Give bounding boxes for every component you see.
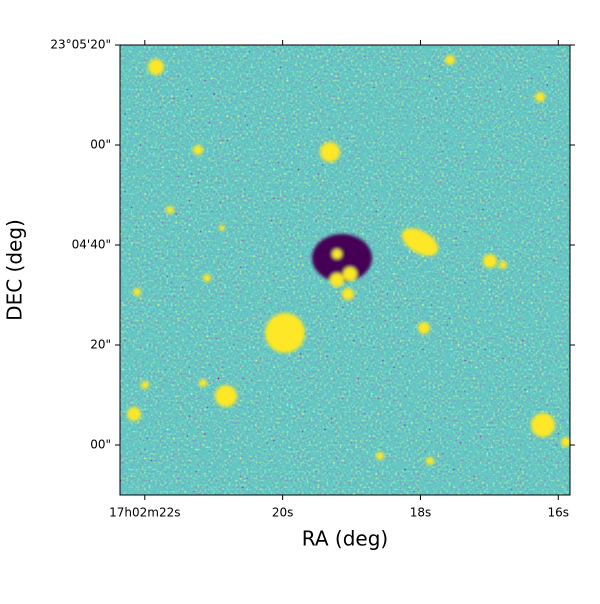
image [120, 45, 570, 495]
y-tick-label: 00" [90, 138, 111, 152]
x-tick-label: 20s [272, 506, 294, 520]
x-tick-label: 16s [548, 506, 570, 520]
sources [127, 55, 570, 465]
y-tick-label: 04'40" [72, 238, 111, 252]
x-tick-label: 17h02m22s [109, 506, 180, 520]
x-tick-label: 18s [410, 506, 432, 520]
plot-frame [119, 44, 571, 496]
x-axis-label: RA (deg) [302, 527, 388, 551]
y-tick-label: 23°05'20" [50, 38, 111, 52]
y-axis-label: DEC (deg) [3, 219, 27, 321]
y-tick-label: 00" [90, 438, 111, 452]
y-tick-label: 20" [90, 338, 111, 352]
